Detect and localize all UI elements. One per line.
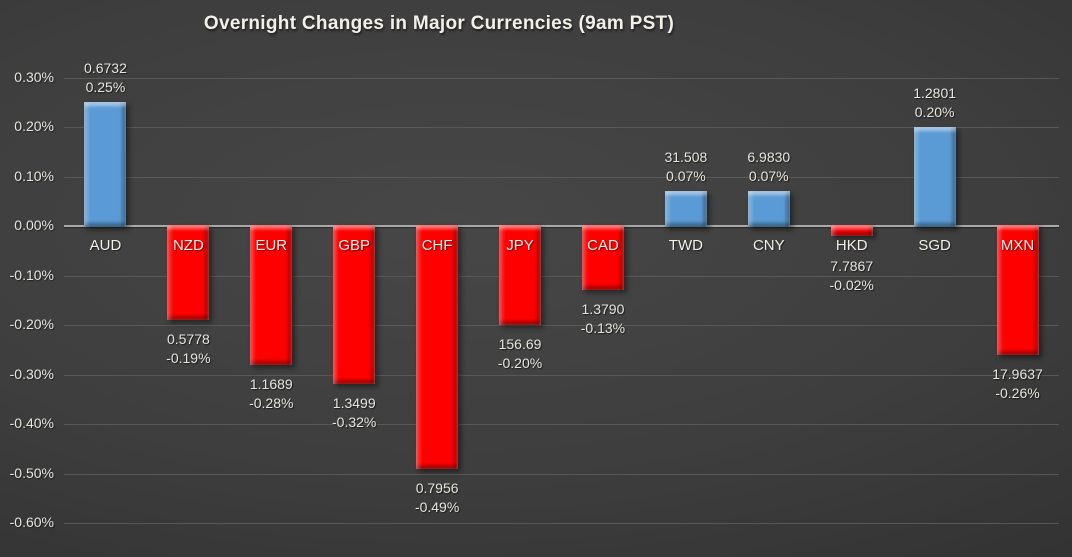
value-label-jpy: 156.69 -0.20%	[497, 336, 543, 371]
bar-twd	[664, 191, 707, 227]
bar-hkd	[830, 225, 873, 236]
bar-eur	[250, 225, 293, 365]
y-axis-tick--0.30%: -0.30%	[9, 365, 54, 382]
gridline--0.40%	[64, 424, 1059, 425]
bar-nzd	[167, 225, 210, 321]
bar-mxn	[996, 225, 1039, 355]
category-label-twd: TWD	[668, 237, 703, 254]
value-label-hkd: 7.7867 -0.02%	[829, 258, 874, 293]
y-axis-tick--0.40%: -0.40%	[9, 415, 54, 431]
gridline--0.30%	[64, 374, 1059, 376]
value-label-mxn: 17.9637 -0.26%	[992, 365, 1043, 401]
bar-cny	[747, 191, 790, 227]
y-axis-tick-0.20%: 0.20%	[14, 118, 54, 134]
value-label-cad: 1.3790 -0.13%	[580, 301, 626, 337]
category-label-hkd: HKD	[835, 237, 868, 254]
y-axis-tick-0.30%: 0.30%	[14, 68, 54, 85]
bar-chf	[416, 225, 459, 469]
y-axis-tick--0.60%: -0.60%	[9, 514, 54, 530]
category-label-gbp: GBP	[338, 237, 371, 254]
value-label-cny: 6.9830 0.07%	[747, 149, 791, 185]
gridline--0.10%	[64, 275, 1059, 277]
bar-jpy	[499, 225, 542, 325]
gridline--0.50%	[64, 473, 1059, 475]
y-axis-tick-0.00%: 0.00%	[14, 217, 54, 233]
gridline--0.20%	[64, 325, 1059, 326]
category-label-cny: CNY	[752, 237, 785, 254]
y-axis-tick--0.50%: -0.50%	[9, 464, 54, 481]
y-axis-tick--0.10%: -0.10%	[9, 266, 54, 283]
category-label-chf: CHF	[421, 237, 453, 254]
category-label-eur: EUR	[255, 237, 288, 254]
category-label-cad: CAD	[587, 237, 619, 254]
bar-sgd	[913, 127, 956, 227]
value-label-gbp: 1.3499 -0.32%	[332, 395, 377, 431]
chart-title: Overnight Changes in Major Currencies (9…	[203, 13, 675, 34]
category-label-jpy: JPY	[506, 237, 534, 254]
category-label-aud: AUD	[89, 237, 122, 254]
value-label-chf: 0.7956 -0.49%	[414, 479, 460, 515]
value-label-eur: 1.1689 -0.28%	[249, 375, 294, 411]
bar-aud	[84, 102, 127, 227]
value-label-sgd: 1.2801 0.20%	[913, 85, 957, 120]
value-label-aud: 0.6732 0.25%	[84, 60, 127, 96]
bar-cad	[581, 225, 624, 291]
gridline-0.30%	[64, 77, 1059, 79]
bar-gbp	[333, 225, 376, 385]
category-label-sgd: SGD	[918, 237, 951, 254]
gridline-0.20%	[64, 127, 1059, 128]
value-label-nzd: 0.5778 -0.19%	[166, 331, 211, 367]
gridline-0.10%	[64, 176, 1059, 178]
gridline--0.60%	[64, 523, 1059, 524]
zero-axis-line	[64, 225, 1059, 227]
value-label-twd: 31.508 0.07%	[664, 149, 708, 185]
y-axis-tick--0.20%: -0.20%	[9, 316, 54, 332]
category-label-nzd: NZD	[172, 237, 204, 254]
y-axis-tick-0.10%: 0.10%	[14, 167, 54, 184]
category-label-mxn: MXN	[1000, 237, 1035, 254]
